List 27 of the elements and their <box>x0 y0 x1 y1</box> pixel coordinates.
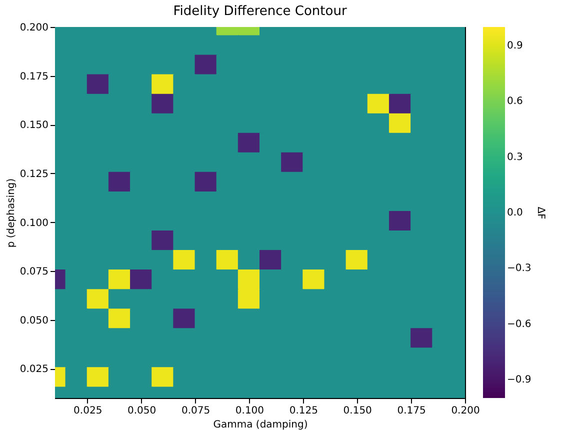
x-tick-label: 0.200 <box>451 406 480 416</box>
y-tick-label: 0.100 <box>20 218 48 229</box>
x-axis-title: Gamma (damping) <box>213 420 308 430</box>
x-tick-label: 0.125 <box>289 406 318 416</box>
color-bar-label: 0.9 <box>507 40 523 52</box>
color-bar-label: 0.6 <box>507 96 523 108</box>
color-bar-title: ΔF <box>535 206 546 220</box>
x-tick-label: 0.150 <box>343 406 372 416</box>
y-tick-label: 0.050 <box>20 315 48 326</box>
x-tick-label: 0.175 <box>397 406 426 416</box>
x-tick-label: 0.100 <box>235 406 264 416</box>
y-tick-label: 0.125 <box>20 168 48 180</box>
color-bar-label: 0.0 <box>507 208 523 218</box>
color-bar-label: −0.9 <box>507 374 532 386</box>
color-bar-label: −0.6 <box>507 318 532 330</box>
y-tick-label: 0.150 <box>20 120 48 132</box>
y-axis-title: p (dephasing) <box>6 178 17 248</box>
x-tick-label: 0.025 <box>74 406 102 416</box>
color-bar-label: −0.3 <box>507 263 532 274</box>
y-tick-label: 0.200 <box>20 22 48 34</box>
y-tick-label: 0.075 <box>20 266 48 278</box>
x-tick-label: 0.075 <box>181 406 210 416</box>
chart-title: Fidelity Difference Contour <box>173 4 348 19</box>
y-tick-label: 0.175 <box>20 71 48 82</box>
x-tick-label: 0.050 <box>127 406 156 416</box>
color-bar-label: 0.3 <box>507 152 523 163</box>
y-tick-label: 0.025 <box>20 364 48 376</box>
